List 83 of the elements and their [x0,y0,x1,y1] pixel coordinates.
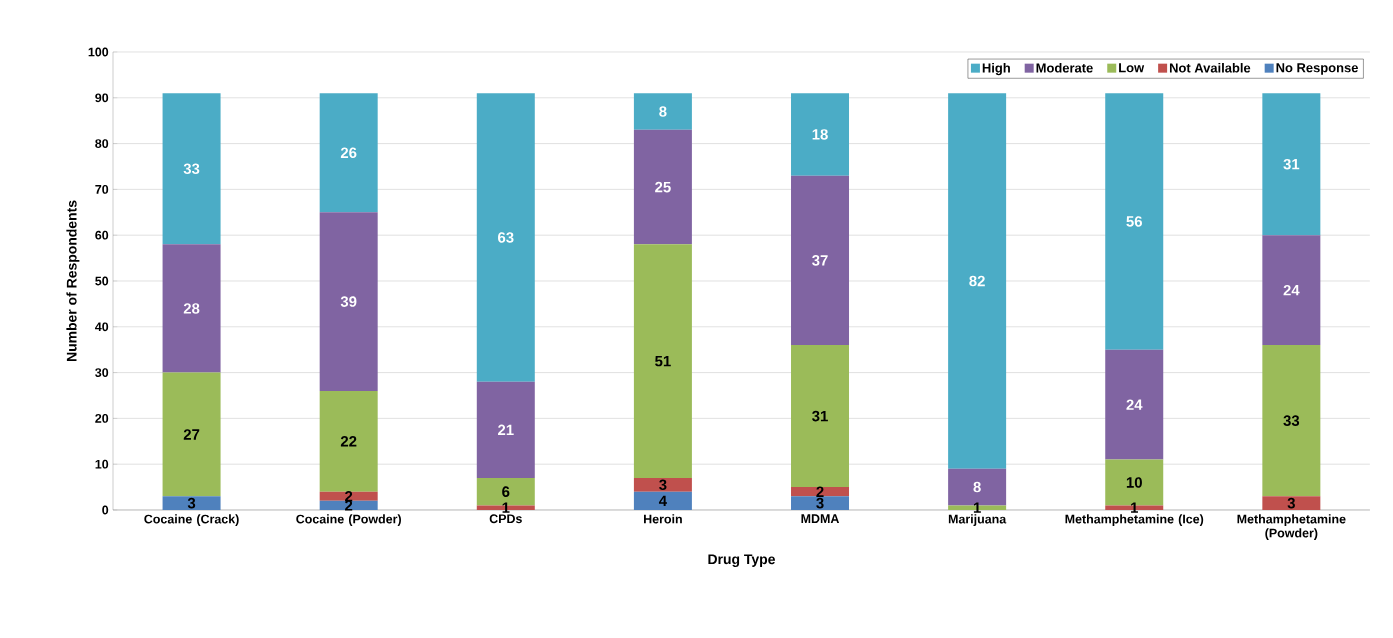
y-tick-label: 20 [95,413,109,423]
y-tick-label: 90 [95,93,109,103]
bar [948,93,1007,469]
data-label: 3 [816,497,824,509]
bar [633,129,692,245]
bar [791,487,850,497]
bar [633,477,692,492]
data-label: 56 [1126,216,1142,227]
y-tick-label: 40 [95,322,109,332]
bar [633,93,692,130]
y-tick-label: 100 [88,47,109,57]
x-tick-label: Methamphetamine (Powder) [1237,514,1346,540]
x-tick-label: Cocaine (Crack) [144,514,239,526]
bar [476,381,535,478]
data-label: 37 [812,255,828,266]
data-label: 4 [658,495,667,506]
bar [1262,496,1321,510]
bar [791,175,850,346]
data-label: 2 [816,486,824,497]
legend-label: Not Available [1169,63,1251,73]
bar [1105,93,1164,350]
bar [319,212,378,391]
x-tick-label: Methamphetamine (Ice) [1065,514,1204,526]
data-label: 6 [502,486,510,497]
legend-label: High [982,63,1010,76]
data-label: 27 [183,429,200,440]
x-axis-title: Drug Type [708,554,775,567]
bar [319,390,378,492]
data-label: 24 [1126,399,1143,410]
bar [791,496,850,510]
bar [633,244,692,478]
bar [162,496,221,510]
data-label: 8 [973,481,981,493]
bar [1262,235,1321,346]
data-label: 22 [340,436,357,447]
data-label: 26 [340,147,357,159]
bar [791,345,850,488]
data-label: 3 [659,479,667,491]
data-label: 39 [340,296,357,307]
data-label: 18 [812,129,828,140]
y-tick-label: 30 [95,368,109,377]
bar [319,491,378,501]
bar [633,491,692,510]
x-tick-label: Marijuana [948,514,1007,526]
bar [319,93,378,213]
bar [1262,345,1321,497]
bar [162,244,221,373]
y-tick-label: 80 [95,139,109,148]
bar [1262,93,1321,236]
bar [476,93,535,382]
data-label: 51 [655,355,671,367]
data-label: 10 [1126,477,1142,488]
data-label: 33 [1283,415,1300,426]
data-label: 63 [498,232,514,243]
x-tick-label: CPDs [489,514,522,524]
y-tick-label: 70 [95,184,109,194]
bar [1105,349,1164,460]
data-label: 25 [655,181,671,193]
legend-label: No Response [1276,63,1358,75]
y-tick-label: 0 [102,505,109,515]
bar [319,500,378,510]
bar [162,93,221,245]
x-tick-label: Heroin [644,514,682,524]
data-label: 21 [498,424,514,436]
data-label: 3 [187,497,196,509]
y-tick-label: 50 [95,276,109,286]
data-label: 3 [1287,497,1295,509]
y-tick-label: 60 [95,230,109,240]
bar [791,93,850,176]
data-label: 31 [1283,158,1300,170]
y-axis-title: Number of Respondents [66,200,80,362]
data-label: 33 [183,163,200,175]
data-label: 24 [1283,284,1300,296]
data-label: 8 [659,106,667,117]
legend-label: Moderate [1036,63,1093,73]
data-label: 28 [183,303,200,314]
y-tick-label: 10 [95,459,109,469]
x-tick-label: MDMA [801,514,840,523]
data-label: 82 [969,275,985,287]
legend-label: Low [1119,63,1145,73]
x-tick-label: Cocaine (Powder) [296,514,401,526]
bar [162,372,221,497]
data-label: 31 [812,410,828,422]
